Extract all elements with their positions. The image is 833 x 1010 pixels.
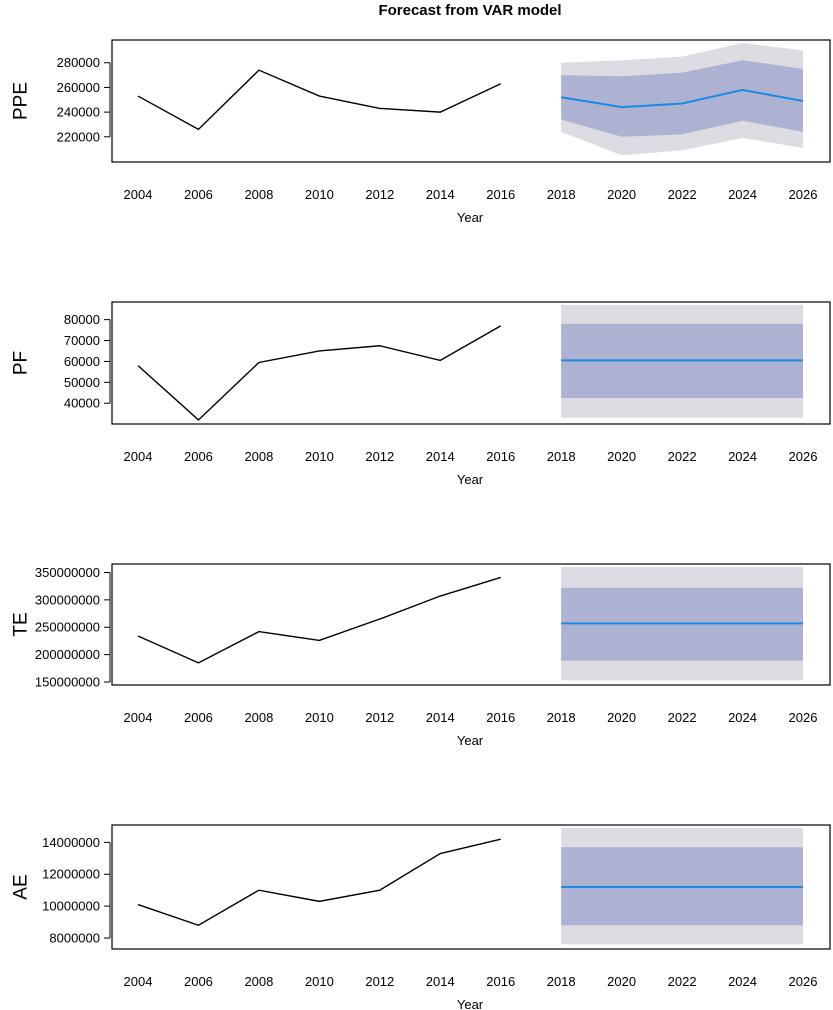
te-y-axis-label: TE <box>11 612 32 636</box>
panel-pf: 40000 50000 60000 70000 80000 2004 2006 2008 201… <box>11 301 831 487</box>
ae-x-axis-label: Year <box>457 997 484 1010</box>
pf-x-tick-label: 2006 <box>184 449 213 464</box>
ae-x-tick-label: 2022 <box>668 974 697 989</box>
te-x-tick-label: 2008 <box>244 710 273 725</box>
ae-x-tick-label: 2026 <box>789 974 818 989</box>
ppe-y-axis-label: PPE <box>11 82 32 120</box>
ppe-band-80 <box>561 60 803 137</box>
pf-x-tick-label: 2022 <box>668 449 697 464</box>
ppe-x-tick-label: 2010 <box>305 187 334 202</box>
pf-x-axis-label: Year <box>457 472 484 487</box>
pf-y-tick-label: 40000 <box>64 396 100 411</box>
ae-x-tick-label: 2024 <box>728 974 757 989</box>
ppe-x-axis-label: Year <box>457 210 484 225</box>
ae-y-tick-label: 8000000 <box>49 931 100 946</box>
te-x-tick-label: 2004 <box>124 710 153 725</box>
ae-y-tick-label: 14000000 <box>42 835 100 850</box>
pf-y-axis-label: PF <box>11 351 32 375</box>
ae-y-tick-label: 12000000 <box>42 867 100 882</box>
pf-x-tick-label: 2016 <box>486 449 515 464</box>
te-x-tick-label: 2022 <box>668 710 697 725</box>
ae-x-tick-label: 2018 <box>547 974 576 989</box>
ae-x-tick-label: 2010 <box>305 974 334 989</box>
ppe-x-tick-label: 2020 <box>607 187 636 202</box>
pf-x-tick-label: 2004 <box>124 449 153 464</box>
pf-x-tick-label: 2024 <box>728 449 757 464</box>
te-x-tick-label: 2016 <box>486 710 515 725</box>
ae-y-axis-label: AE <box>11 874 32 899</box>
ppe-x-tick-label: 2014 <box>426 187 455 202</box>
ae-x-tick-label: 2014 <box>426 974 455 989</box>
te-x-axis-label: Year <box>457 733 484 748</box>
te-y-tick-label: 250000000 <box>35 620 100 635</box>
te-y-tick-label: 150000000 <box>35 675 100 690</box>
ppe-x-tick-label: 2006 <box>184 187 213 202</box>
ppe-y-tick-label: 260000 <box>57 80 100 95</box>
ppe-x-tick-label: 2024 <box>728 187 757 202</box>
te-y-tick-label: 350000000 <box>35 565 100 580</box>
ae-plot-frame <box>111 824 831 950</box>
te-y-tick-label: 200000000 <box>35 647 100 662</box>
ae-x-tick-label: 2006 <box>184 974 213 989</box>
pf-plot-frame <box>111 301 831 425</box>
te-x-tick-label: 2014 <box>426 710 455 725</box>
pf-x-tick-label: 2018 <box>547 449 576 464</box>
panel-ae: 8000000 10000000 12000000 14000000 2004 2006 2… <box>11 824 831 1010</box>
ppe-y-tick-label: 220000 <box>57 129 100 144</box>
te-x-tick-label: 2010 <box>305 710 334 725</box>
figure-title: Forecast from VAR model <box>378 2 562 19</box>
panel-te: 150000000 200000000 250000000 300000000 3500… <box>11 563 831 748</box>
ae-x-tick-label: 2012 <box>365 974 394 989</box>
te-x-tick-label: 2018 <box>547 710 576 725</box>
ae-x-tick-label: 2008 <box>244 974 273 989</box>
pf-x-tick-label: 2008 <box>244 449 273 464</box>
ppe-y-tick-label: 280000 <box>57 55 100 70</box>
ae-y-tick-label: 10000000 <box>42 899 100 914</box>
pf-x-tick-label: 2014 <box>426 449 455 464</box>
ppe-x-tick-label: 2016 <box>486 187 515 202</box>
pf-y-tick-label: 60000 <box>64 354 100 369</box>
te-x-tick-label: 2006 <box>184 710 213 725</box>
ppe-x-tick-label: 2018 <box>547 187 576 202</box>
pf-y-tick-label: 50000 <box>64 375 100 390</box>
ppe-x-tick-label: 2026 <box>789 187 818 202</box>
pf-x-tick-label: 2010 <box>305 449 334 464</box>
pf-y-tick-label: 70000 <box>64 333 100 348</box>
te-x-tick-label: 2026 <box>789 710 818 725</box>
pf-x-tick-label: 2012 <box>365 449 394 464</box>
te-history-line <box>137 576 501 664</box>
ae-history-line <box>137 838 501 927</box>
pf-history-line <box>137 325 502 421</box>
ppe-history-line <box>137 69 502 131</box>
ppe-plot-frame <box>111 39 831 163</box>
ppe-y-tick-label: 240000 <box>57 105 100 120</box>
te-y-tick-label: 300000000 <box>35 592 100 607</box>
ae-x-tick-label: 2016 <box>486 974 515 989</box>
ae-x-tick-label: 2020 <box>607 974 636 989</box>
pf-y-tick-label: 80000 <box>64 312 100 327</box>
ppe-forecast-line <box>561 88 804 109</box>
ppe-x-tick-label: 2008 <box>244 187 273 202</box>
ppe-x-tick-label: 2004 <box>124 187 153 202</box>
te-plot-frame <box>111 563 831 686</box>
pf-x-tick-label: 2020 <box>607 449 636 464</box>
ppe-x-tick-label: 2012 <box>365 187 394 202</box>
te-x-tick-label: 2012 <box>365 710 394 725</box>
ae-x-tick-label: 2004 <box>124 974 153 989</box>
te-x-tick-label: 2020 <box>607 710 636 725</box>
te-x-tick-label: 2024 <box>728 710 757 725</box>
panel-ppe: 220000 240000 260000 280000 2004 2006 2008 2010… <box>11 39 831 225</box>
ppe-x-tick-label: 2022 <box>668 187 697 202</box>
pf-x-tick-label: 2026 <box>789 449 818 464</box>
